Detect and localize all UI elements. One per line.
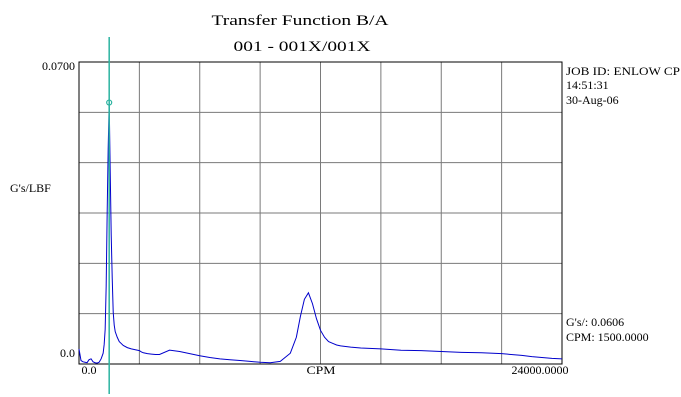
chart-subtitle: 001 - 001X/001X	[234, 39, 371, 55]
chart-title: Transfer Function B/A	[212, 13, 389, 29]
plot-frame	[78, 61, 563, 365]
y-axis-label: G's/LBF	[10, 181, 51, 195]
series-line	[78, 102, 563, 364]
x-axis-label: CPM	[307, 363, 336, 377]
job-id-label: JOB ID: ENLOW CP	[566, 64, 680, 78]
y-tick-label-max: 0.0700	[42, 59, 75, 73]
x-tick-label-min: 0.0	[82, 363, 97, 377]
cursor-cpm-label: CPM: 1500.0000	[566, 330, 649, 344]
date-label: 30-Aug-06	[566, 93, 619, 107]
cursor-marker[interactable]	[106, 99, 113, 106]
x-tick-label-max: 24000.0000	[512, 363, 569, 377]
cursor-value-label: G's/: 0.0606	[566, 315, 624, 329]
y-tick-label-min: 0.0	[60, 346, 75, 360]
grid	[79, 62, 562, 364]
time-label: 14:51:31	[566, 78, 609, 92]
